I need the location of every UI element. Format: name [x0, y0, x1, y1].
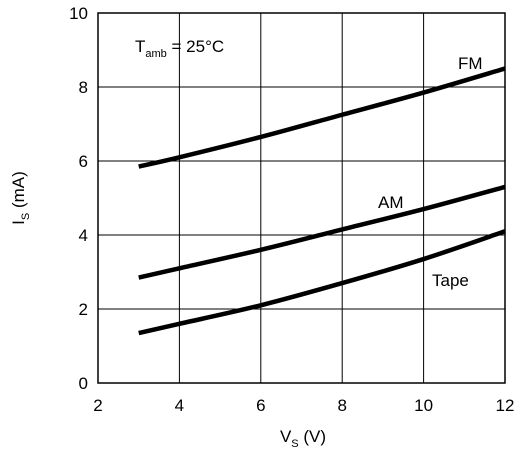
series-label-fm: FM [458, 54, 483, 73]
series-line-fm [138, 66, 506, 169]
series-labels: FM AM Tape [378, 54, 483, 290]
x-tick-label: 6 [256, 396, 265, 415]
y-tick-labels: 0 2 4 6 8 10 [69, 4, 88, 393]
x-tick-label: 4 [175, 396, 184, 415]
y-axis-title: IS (mA) [9, 171, 32, 225]
series-line-tape [138, 229, 506, 336]
x-tick-label: 10 [414, 396, 433, 415]
x-tick-labels: 2 4 6 8 10 12 [93, 396, 514, 415]
x-axis-title: VS (V) [280, 427, 326, 450]
y-tick-label: 2 [79, 300, 88, 319]
series-label-tape: Tape [432, 271, 469, 290]
series-lines [138, 66, 506, 336]
series-label-am: AM [378, 193, 404, 212]
y-tick-label: 4 [79, 226, 88, 245]
plot-frame [97, 12, 506, 384]
x-tick-label: 12 [496, 396, 515, 415]
y-tick-label: 8 [79, 78, 88, 97]
series-line-am [138, 184, 506, 280]
x-tick-label: 8 [337, 396, 346, 415]
y-tick-label: 0 [79, 374, 88, 393]
y-tick-label: 6 [79, 152, 88, 171]
temperature-annotation: Tamb = 25°C [135, 37, 224, 60]
x-tick-label: 2 [93, 396, 102, 415]
y-tick-label: 10 [69, 4, 88, 23]
